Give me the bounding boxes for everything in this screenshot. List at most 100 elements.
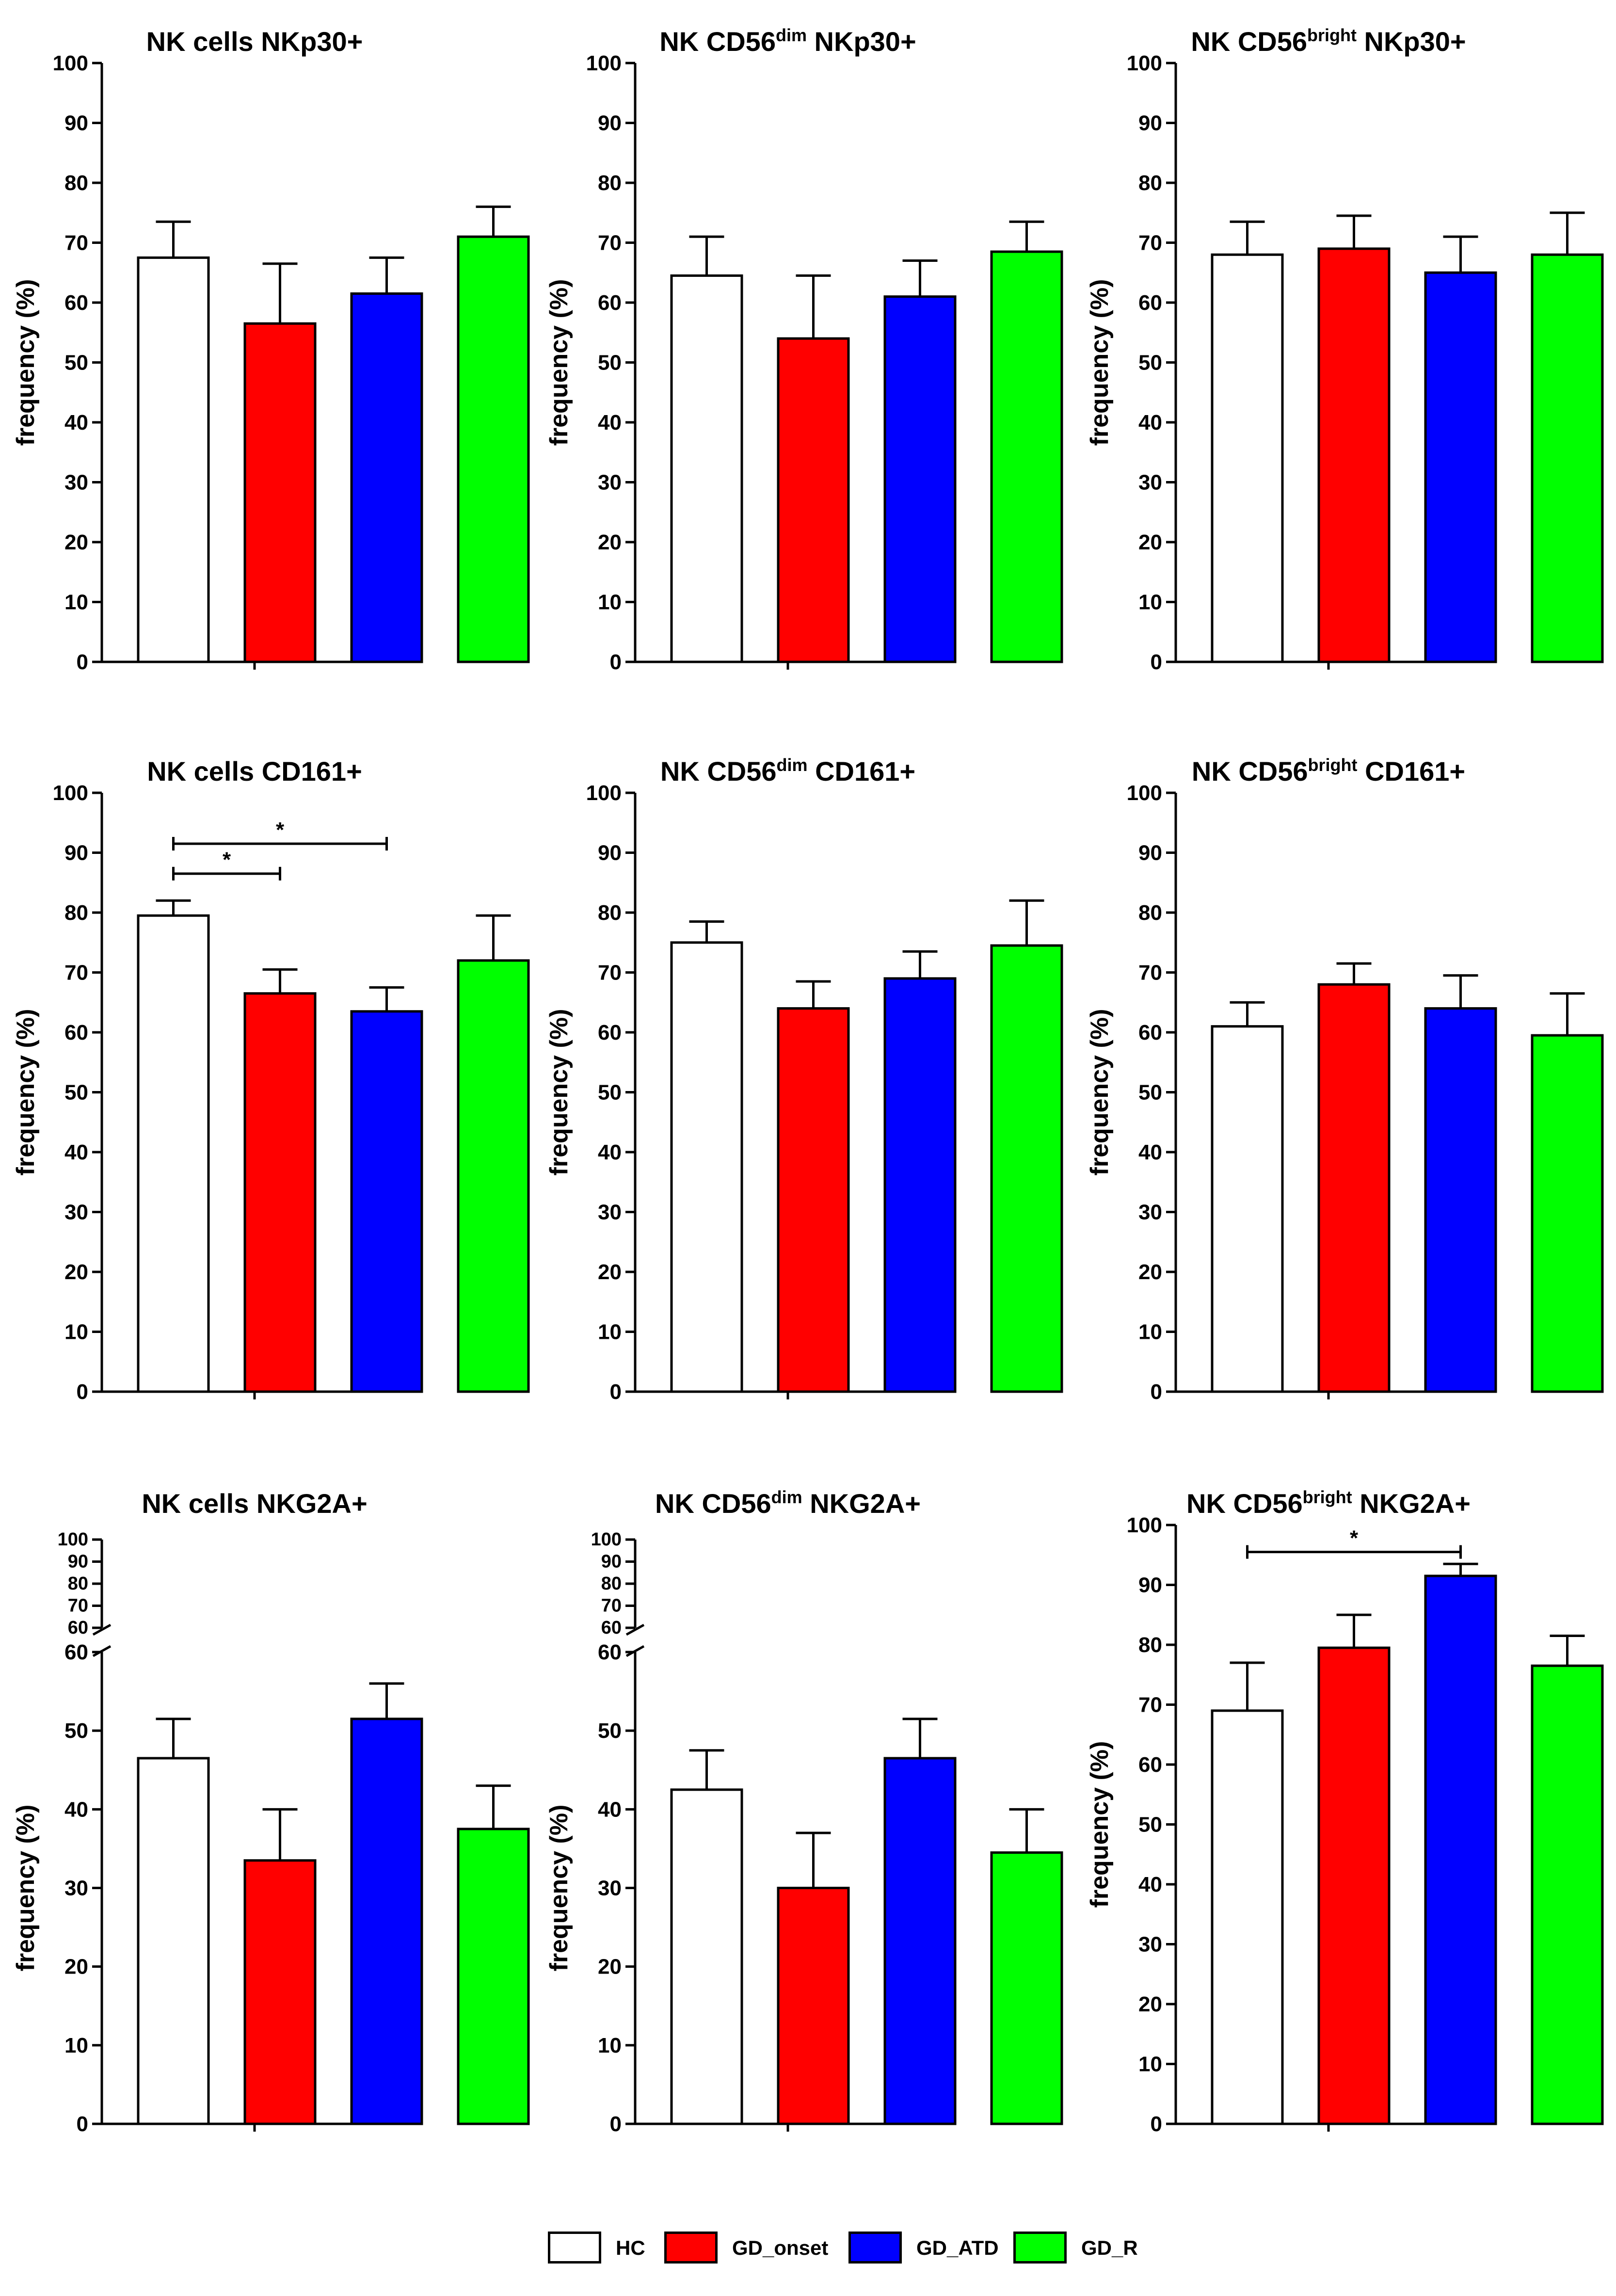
bar-gd-r bbox=[457, 235, 530, 663]
bar-gd-r bbox=[1531, 1664, 1604, 2125]
y-tick-label: 60 bbox=[1138, 1021, 1162, 1044]
y-tick-label: 0 bbox=[1151, 2112, 1162, 2136]
y-tick-label-upper: 60 bbox=[68, 1618, 88, 1638]
chart-panel-4: NK cells CD161+ 0 10 20 30 40 50 60 70 80 90 100 fre… bbox=[0, 749, 530, 1462]
chart-title-part: NKG2A+ bbox=[802, 1488, 921, 1519]
y-tick-label: 40 bbox=[598, 1798, 622, 1821]
y-tick-label: 0 bbox=[77, 650, 88, 674]
chart-title-part: NK cells NKp30+ bbox=[146, 26, 363, 57]
y-tick-label: 90 bbox=[64, 841, 88, 865]
legend-swatch-gd-onset bbox=[664, 2232, 718, 2264]
y-axis-label: frequency (%) bbox=[1086, 279, 1114, 446]
y-tick-label: 80 bbox=[64, 171, 88, 195]
chart-title-superscript: dim bbox=[771, 1487, 802, 1507]
y-tick-label: 30 bbox=[64, 471, 88, 495]
chart-title-part: NK CD56 bbox=[659, 26, 776, 57]
chart-panel-5: NK CD56dim CD161+ 0 10 20 30 40 50 60 70 80 90 100 f… bbox=[533, 749, 1063, 1462]
axis-break-mark bbox=[92, 1645, 112, 1657]
y-tick-label: 10 bbox=[64, 591, 88, 614]
y-tick-label: 0 bbox=[1151, 1380, 1162, 1404]
bar-gd-atd bbox=[883, 1757, 957, 2125]
y-tick-label: 0 bbox=[610, 650, 622, 674]
y-tick-label: 30 bbox=[598, 1201, 622, 1224]
bar-gd-onset bbox=[243, 992, 317, 1393]
chart-panel-8: NK CD56dim NKG2A+ 0 10 20 30 40 50 60 60 70 80 90 10… bbox=[533, 1481, 1063, 2194]
y-tick-label: 0 bbox=[1151, 650, 1162, 674]
chart-title-part: NKp30+ bbox=[1357, 26, 1466, 57]
y-tick-label: 50 bbox=[1138, 351, 1162, 375]
y-tick-label-upper: 90 bbox=[601, 1552, 622, 1572]
y-tick-label: 50 bbox=[64, 351, 88, 375]
legend-swatch-hc bbox=[548, 2232, 601, 2264]
y-tick-label: 100 bbox=[53, 51, 88, 75]
chart-title-part: NKp30+ bbox=[807, 26, 916, 57]
legend-label-gd-atd: GD_ATD bbox=[916, 2236, 999, 2259]
chart-panel-7: NK cells NKG2A+ 0 10 20 30 40 50 60 60 70 80 90 100 f… bbox=[0, 1481, 530, 2194]
y-tick-label: 20 bbox=[1138, 530, 1162, 554]
y-tick-label-upper: 100 bbox=[591, 1529, 622, 1550]
y-tick-label: 40 bbox=[598, 1140, 622, 1164]
y-tick-label: 60 bbox=[64, 291, 88, 315]
y-tick-label: 60 bbox=[1138, 1753, 1162, 1777]
y-axis-label: frequency (%) bbox=[545, 1009, 573, 1176]
y-tick-label: 30 bbox=[598, 1877, 622, 1900]
bar-gd-r bbox=[1531, 253, 1604, 663]
axis-break-mark bbox=[92, 1623, 112, 1636]
y-axis-label: frequency (%) bbox=[12, 279, 40, 446]
y-tick-label-upper: 100 bbox=[58, 1529, 88, 1550]
chart-title: NK CD56bright NKG2A+ bbox=[1186, 1487, 1471, 1519]
y-axis-label: frequency (%) bbox=[545, 279, 573, 446]
bar-gd-atd bbox=[1424, 1007, 1497, 1393]
y-tick-label: 10 bbox=[64, 2034, 88, 2057]
y-tick-label: 60 bbox=[598, 1640, 622, 1664]
bar-hc bbox=[137, 914, 210, 1393]
y-tick-label: 40 bbox=[1138, 411, 1162, 434]
y-tick-label: 70 bbox=[64, 961, 88, 985]
y-tick-label: 10 bbox=[598, 1320, 622, 1344]
chart-title-part: NKG2A+ bbox=[1352, 1488, 1471, 1519]
y-tick-label: 70 bbox=[598, 231, 622, 255]
y-tick-label: 60 bbox=[598, 1021, 622, 1044]
chart-title-superscript: bright bbox=[1303, 1487, 1352, 1507]
bar-hc bbox=[1211, 1709, 1284, 2125]
y-tick-label: 50 bbox=[64, 1081, 88, 1105]
bar-gd-onset bbox=[777, 1887, 850, 2125]
chart-title: NK cells NKp30+ bbox=[146, 26, 363, 57]
y-axis-label: frequency (%) bbox=[12, 1805, 40, 1972]
y-tick-label: 70 bbox=[1138, 961, 1162, 985]
y-tick-label: 40 bbox=[64, 1140, 88, 1164]
chart-panel-9: NK CD56bright NKG2A+ 0 10 20 30 40 50 60 70 80 90 1… bbox=[1074, 1481, 1604, 2194]
chart-svg-4: NK cells CD161+ 0 10 20 30 40 50 60 70 80 90 100 fre… bbox=[12, 756, 530, 1404]
bar-gd-onset bbox=[777, 1007, 850, 1393]
y-tick-label: 90 bbox=[1138, 841, 1162, 865]
chart-svg-5: NK CD56dim CD161+ 0 10 20 30 40 50 60 70 80 90 100 f… bbox=[545, 755, 1063, 1404]
bar-gd-atd bbox=[350, 1010, 423, 1393]
y-tick-label: 30 bbox=[1138, 1933, 1162, 1957]
bar-gd-atd bbox=[883, 295, 957, 663]
y-tick-label: 20 bbox=[1138, 1992, 1162, 2016]
y-tick-label: 100 bbox=[1127, 1513, 1162, 1537]
bar-hc bbox=[670, 941, 743, 1393]
y-axis-label: frequency (%) bbox=[1086, 1009, 1114, 1176]
chart-title: NK CD56dim NKp30+ bbox=[659, 25, 916, 57]
y-tick-label: 30 bbox=[1138, 1201, 1162, 1224]
chart-panel-6: NK CD56bright CD161+ 0 10 20 30 40 50 60 70 80 90 1… bbox=[1074, 749, 1604, 1462]
y-tick-label-upper: 60 bbox=[601, 1618, 622, 1638]
y-axis-label: frequency (%) bbox=[12, 1009, 40, 1176]
y-tick-label: 20 bbox=[598, 1955, 622, 1979]
y-tick-label: 40 bbox=[1138, 1140, 1162, 1164]
y-tick-label: 30 bbox=[64, 1201, 88, 1224]
chart-svg-6: NK CD56bright CD161+ 0 10 20 30 40 50 60 70 80 90 1… bbox=[1086, 755, 1604, 1404]
y-tick-label: 90 bbox=[64, 112, 88, 135]
y-tick-label: 30 bbox=[598, 471, 622, 495]
legend-swatch-gd-r bbox=[1013, 2232, 1067, 2264]
y-tick-label: 80 bbox=[64, 901, 88, 925]
chart-title-superscript: dim bbox=[777, 755, 808, 775]
chart-title-part: CD161+ bbox=[808, 756, 916, 787]
significance-label: * bbox=[276, 818, 285, 842]
chart-svg-2: NK CD56dim NKp30+ 0 10 20 30 40 50 60 70 80 90 100 f… bbox=[545, 25, 1063, 674]
chart-title: NK CD56dim NKG2A+ bbox=[655, 1487, 921, 1519]
y-tick-label: 60 bbox=[1138, 291, 1162, 315]
y-tick-label: 80 bbox=[598, 901, 622, 925]
bar-hc bbox=[670, 274, 743, 663]
